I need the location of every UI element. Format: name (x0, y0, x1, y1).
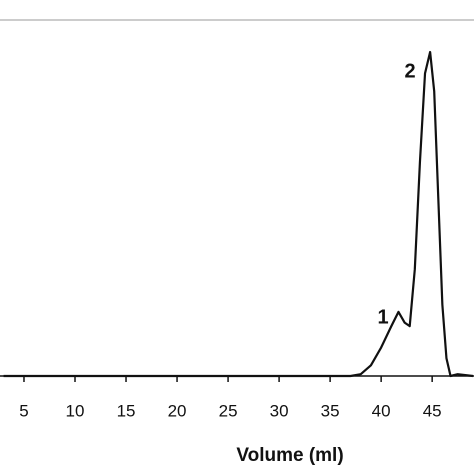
x-axis-title: Volume (ml) (236, 445, 343, 466)
x-tick-label: 40 (372, 401, 391, 420)
line-series (3, 50, 474, 378)
x-tick-label: 45 (423, 401, 442, 420)
x-tick-label: 25 (219, 401, 238, 420)
x-tick-label: 5 (19, 401, 28, 420)
x-tick-label: 20 (168, 401, 187, 420)
peak-label: 1 (377, 306, 388, 328)
x-tick-label: 15 (117, 401, 136, 420)
peak-label: 2 (404, 60, 415, 82)
x-tick-label: 30 (270, 401, 289, 420)
x-tick-label: 10 (66, 401, 85, 420)
x-tick-label: 35 (321, 401, 340, 420)
